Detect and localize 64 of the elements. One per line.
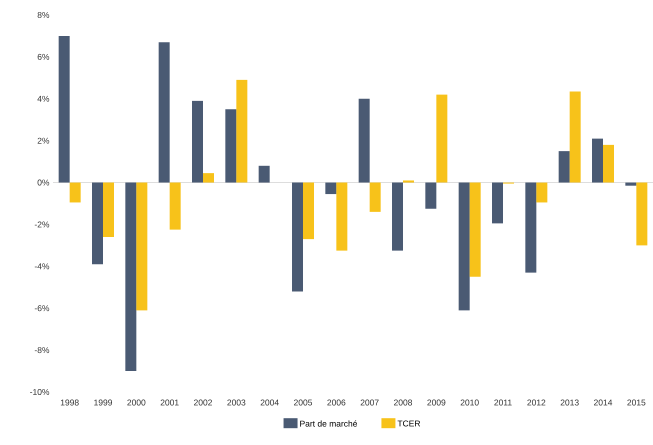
bar (192, 100, 203, 183)
y-tick-label: 0% (38, 180, 50, 186)
bar (70, 182, 81, 202)
x-tick-label: 2007 (360, 400, 379, 406)
bar (425, 182, 436, 209)
legend-label: TCER (398, 420, 420, 426)
x-tick-label: 2002 (194, 400, 212, 406)
bar (558, 151, 570, 183)
x-tick-label: 2005 (294, 400, 312, 406)
bar (603, 144, 614, 183)
y-tick-label: -8% (34, 347, 50, 354)
x-tick-label: 2000 (127, 400, 146, 406)
bar (358, 98, 370, 183)
bar (525, 182, 536, 273)
bar (492, 182, 504, 224)
x-tick-label: 2013 (560, 400, 579, 406)
y-tick-label: 4% (37, 96, 50, 102)
bar (592, 138, 604, 183)
x-tick-label: 2008 (394, 400, 412, 406)
bar (370, 182, 381, 212)
bar (236, 80, 248, 183)
x-tick-label: 2015 (627, 400, 646, 406)
x-tick-label: 2006 (327, 400, 346, 406)
x-tick-label: 1998 (60, 400, 79, 406)
x-tick-label: 2014 (594, 400, 612, 406)
bar (403, 180, 414, 183)
x-tick-label: 2004 (260, 400, 279, 406)
legend-label: Part de marché (300, 420, 358, 427)
bar (225, 109, 236, 183)
y-tick-label: 6% (38, 54, 50, 60)
bar (303, 182, 314, 240)
bar (258, 166, 270, 183)
y-tick-label: -2% (34, 221, 50, 228)
bar (325, 182, 336, 194)
bar (636, 182, 648, 246)
bar (136, 182, 148, 310)
bar (58, 36, 70, 183)
bar (203, 173, 214, 183)
bar (336, 182, 348, 251)
bar (103, 182, 114, 238)
bar (392, 182, 404, 251)
bar (570, 91, 581, 183)
bar (292, 182, 304, 292)
x-tick-label: 2001 (160, 400, 179, 406)
y-tick-label: 2% (38, 138, 50, 144)
x-tick-label: 2003 (227, 400, 246, 406)
x-tick-label: 1999 (94, 400, 112, 406)
bar (125, 182, 136, 372)
y-tick-label: -6% (34, 305, 50, 312)
y-tick-label: -4% (34, 263, 50, 270)
x-tick-label: 2012 (527, 400, 546, 406)
x-tick-label: 2009 (427, 400, 446, 406)
x-tick-label: 2010 (460, 400, 479, 406)
bar (170, 182, 181, 230)
y-tick-label: 8% (38, 12, 50, 18)
bar (458, 182, 470, 310)
bar (158, 42, 170, 183)
bar (436, 94, 448, 183)
x-tick-label: 2011 (494, 400, 512, 406)
bar (625, 182, 636, 186)
y-tick-label: -10% (30, 389, 50, 395)
bar (92, 182, 103, 264)
bar (470, 182, 481, 277)
bar (536, 182, 548, 202)
